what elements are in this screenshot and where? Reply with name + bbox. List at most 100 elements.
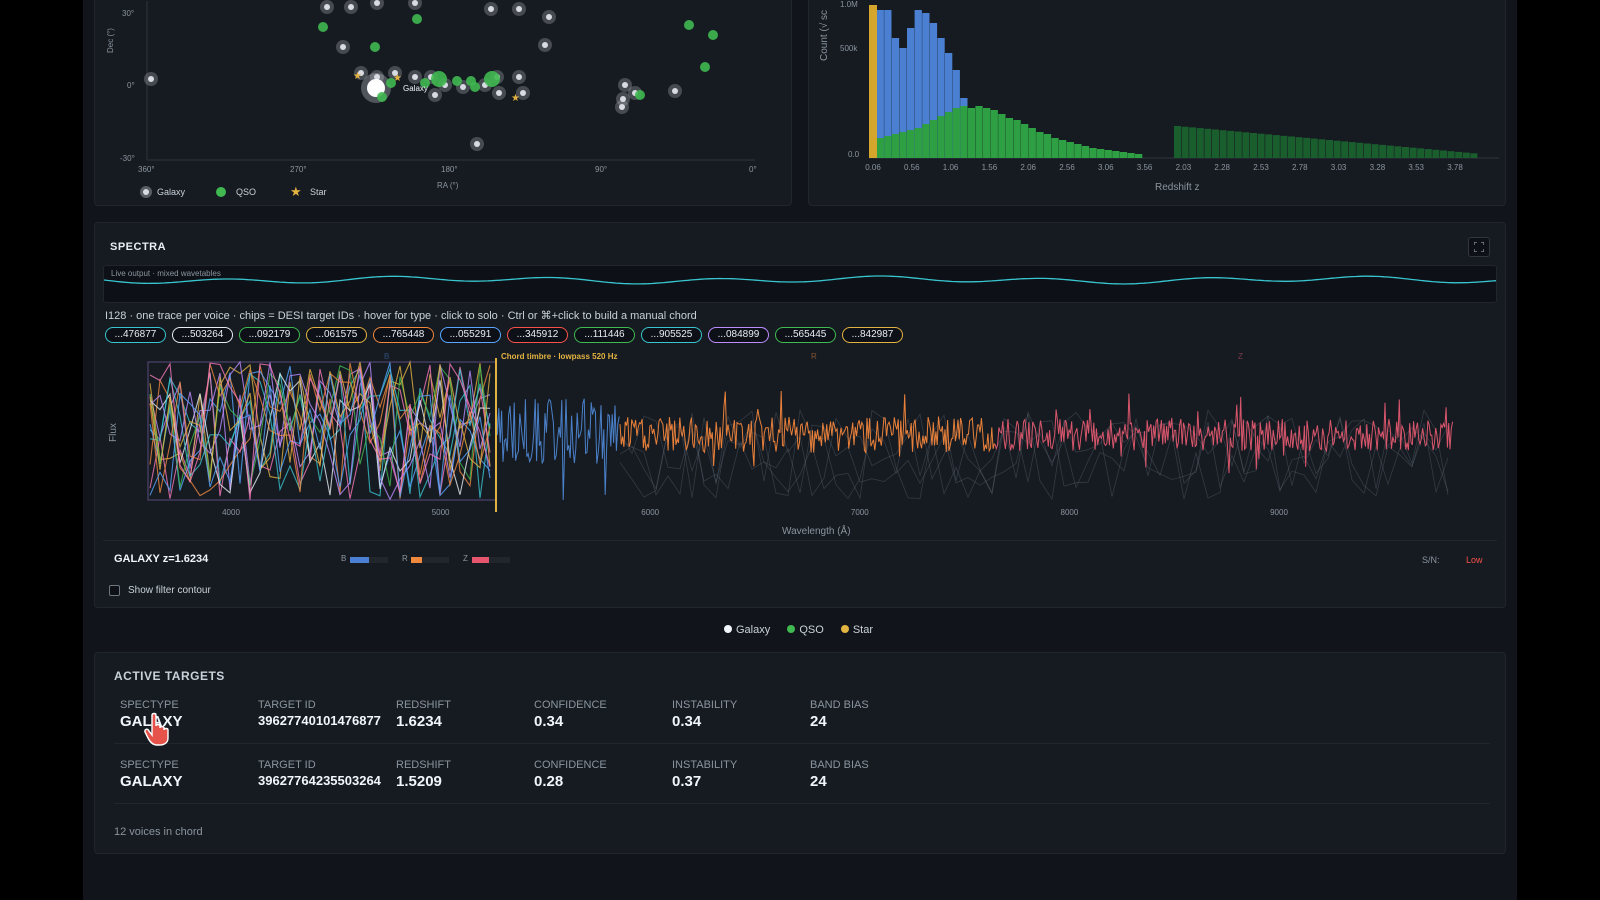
histogram-bar-qso bbox=[1005, 118, 1014, 158]
histogram-bar-galaxy bbox=[884, 10, 892, 158]
qso-point bbox=[452, 76, 462, 86]
x-axis-label: RA (°) bbox=[437, 181, 459, 190]
histogram-bar-qso bbox=[891, 134, 900, 158]
galaxy-core bbox=[474, 141, 480, 147]
target-chip[interactable]: ...476877 bbox=[105, 327, 166, 343]
spectrum-traces bbox=[147, 360, 1454, 501]
galaxy-core bbox=[672, 88, 678, 94]
active-targets-panel bbox=[94, 652, 1506, 854]
y-axis-label: Dec (°) bbox=[106, 28, 115, 53]
x-tick: 6000 bbox=[641, 508, 659, 517]
x-tick: 3.56 bbox=[1137, 163, 1153, 172]
histogram-bar-qso-tail bbox=[1356, 142, 1364, 158]
legend-star: Star bbox=[310, 187, 327, 197]
target-chip[interactable]: ...055291 bbox=[440, 327, 501, 343]
live-output-strip: Live output · mixed wavetables bbox=[103, 265, 1497, 303]
chord-label: Chord timbre · lowpass 520 Hz bbox=[501, 352, 617, 361]
target-chip[interactable]: ...092179 bbox=[239, 327, 300, 343]
histogram-bar-qso-tail bbox=[1204, 128, 1212, 158]
galaxy-core bbox=[619, 104, 625, 110]
galaxy-core bbox=[374, 0, 380, 6]
x-tick: 0.56 bbox=[904, 163, 920, 172]
galaxy-core bbox=[374, 74, 380, 80]
fullscreen-button[interactable] bbox=[1468, 237, 1490, 257]
x-tick: 1.56 bbox=[982, 163, 998, 172]
x-tick: 0.06 bbox=[865, 163, 881, 172]
target-chip[interactable]: ...111446 bbox=[574, 327, 635, 343]
galaxy-dot-icon bbox=[724, 625, 732, 633]
histogram-bar-qso-tail bbox=[1424, 149, 1432, 158]
legend-galaxy: Galaxy bbox=[157, 187, 186, 197]
target-chip[interactable]: ...061575 bbox=[306, 327, 367, 343]
confidence-value: 0.34 bbox=[534, 713, 564, 730]
histogram-bar-qso-tail bbox=[1310, 138, 1318, 158]
qso-point bbox=[370, 42, 380, 52]
target-chip[interactable]: ...842987 bbox=[842, 327, 903, 343]
sky-map-panel: 30° 0° -30° Dec (°) 360° 270° 180° 90° 0… bbox=[94, 0, 792, 206]
background-trace bbox=[619, 410, 1449, 500]
histogram-bar-galaxy bbox=[899, 48, 907, 158]
target-chip[interactable]: ...905525 bbox=[641, 327, 702, 343]
histogram-bar-qso bbox=[1066, 142, 1074, 158]
qso-point bbox=[635, 90, 645, 100]
histogram-bar-qso bbox=[1081, 146, 1090, 158]
redshift-histogram[interactable]: Count (√ sc 1.0M 500k 0.0 0.06 0.56 1.06 1.… bbox=[809, 0, 1507, 207]
histogram-bar-qso-tail bbox=[1280, 135, 1288, 158]
filter-contour-checkbox[interactable] bbox=[109, 585, 120, 596]
spectra-title: SPECTRA bbox=[110, 241, 167, 253]
spectrum-plot[interactable]: Flux Chord timbre · lowpass 520 Hz B R Z… bbox=[100, 350, 1500, 536]
spectype-value: GALAXY bbox=[120, 713, 183, 730]
qso-dot-icon bbox=[216, 187, 226, 197]
band-meter-b: B bbox=[341, 554, 389, 564]
table-row[interactable]: SPECTYPE GALAXY TARGET ID 39627764235503… bbox=[114, 754, 1490, 804]
histogram-bar-qso bbox=[884, 136, 892, 158]
histogram-bar-qso-tail bbox=[1386, 145, 1394, 158]
band-marker: B bbox=[384, 352, 389, 361]
histogram-bar-qso bbox=[1119, 152, 1128, 158]
histogram-bar-qso-tail bbox=[1402, 147, 1409, 158]
band-bias-value: 24 bbox=[810, 713, 827, 730]
target-chip[interactable]: ...084899 bbox=[708, 327, 769, 343]
y-axis-label: Count (√ sc bbox=[818, 10, 830, 61]
target-chip[interactable]: ...503264 bbox=[172, 327, 233, 343]
x-tick: 270° bbox=[290, 165, 307, 174]
table-row[interactable]: SPECTYPE GALAXY TARGET ID 39627740101476… bbox=[114, 694, 1490, 744]
legend-qso: QSO bbox=[236, 187, 256, 197]
histogram-bar-qso bbox=[1104, 150, 1112, 158]
histogram-bar-star bbox=[869, 5, 877, 158]
histogram-bar-qso bbox=[1036, 132, 1044, 158]
histogram-bars bbox=[869, 5, 1478, 158]
voice-trace bbox=[149, 360, 491, 501]
band-trace bbox=[994, 393, 1454, 474]
histogram-bar-qso-tail bbox=[1455, 151, 1463, 158]
histogram-bar-qso bbox=[990, 110, 998, 158]
band-trace bbox=[495, 398, 620, 501]
histogram-bar-galaxy bbox=[922, 13, 930, 158]
background-trace bbox=[619, 410, 1449, 499]
histogram-bar-qso bbox=[960, 106, 968, 158]
object-label: GALAXY z=1.6234 bbox=[114, 553, 209, 565]
filter-contour-label[interactable]: Show filter contour bbox=[128, 585, 211, 596]
redshift-histogram-panel: Count (√ sc 1.0M 500k 0.0 0.06 0.56 1.06 1.… bbox=[808, 0, 1506, 206]
galaxy-core bbox=[622, 82, 628, 88]
x-tick: 3.53 bbox=[1408, 163, 1424, 172]
histogram-bar-qso bbox=[922, 124, 930, 158]
target-id-value: 39627740101476877 bbox=[258, 713, 381, 728]
x-tick: 9000 bbox=[1270, 508, 1288, 517]
x-tick: 4000 bbox=[222, 508, 240, 517]
y-tick: -30° bbox=[120, 154, 135, 163]
instability-value: 0.34 bbox=[672, 713, 702, 730]
histogram-bar-galaxy bbox=[945, 53, 953, 158]
target-chip[interactable]: ...565445 bbox=[775, 327, 836, 343]
target-chip[interactable]: ...345912 bbox=[507, 327, 568, 343]
sky-map-chart[interactable]: 30° 0° -30° Dec (°) 360° 270° 180° 90° 0… bbox=[95, 0, 793, 207]
target-chip[interactable]: ...765448 bbox=[373, 327, 434, 343]
voice-trace bbox=[149, 367, 491, 499]
histogram-bar-qso-tail bbox=[1462, 152, 1470, 158]
galaxy-core bbox=[432, 92, 438, 98]
histogram-bar-qso bbox=[1043, 134, 1052, 158]
galaxy-core bbox=[516, 6, 522, 12]
histogram-bar-qso bbox=[952, 108, 960, 158]
qso-point bbox=[412, 14, 422, 24]
expand-icon bbox=[1474, 242, 1484, 252]
